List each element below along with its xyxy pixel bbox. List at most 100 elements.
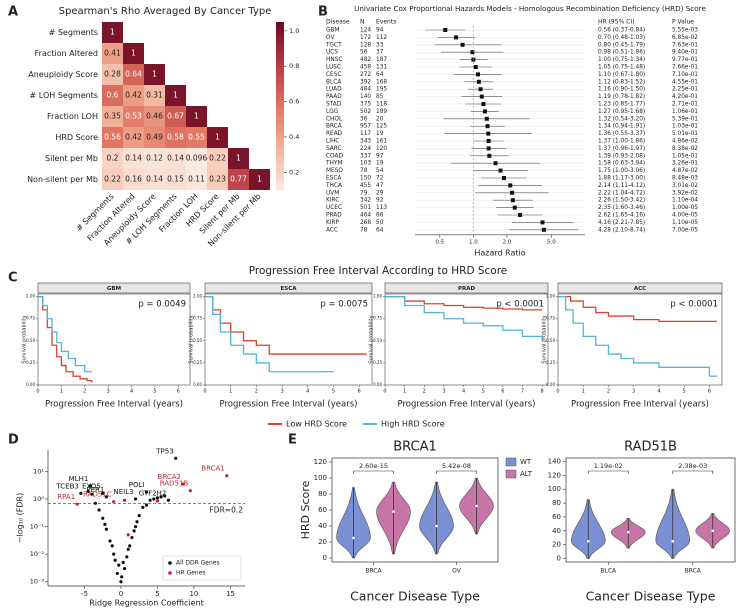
hazard-ratio [473,65,478,69]
cell-label: 0.35 [104,112,121,121]
x-tick-label: 4 [657,389,660,395]
strip [37,282,191,294]
y-tick-label: 0.75 [546,316,555,321]
n: 455 [360,183,371,189]
y-tick-label: 40 [318,522,327,530]
events: 113 [376,205,387,211]
disease: BRCA [326,124,342,130]
heat-cell [165,148,186,169]
title: Progression Free Interval According to H… [249,265,508,277]
hr-label: 0.56 (0.37-0.84) [598,28,645,34]
panel-title: BRCA1 [393,440,437,455]
heat-cell [165,106,186,127]
y-tick-label: 100 [314,474,327,482]
hr-label: 4.16 (2.21-7.85) [598,220,645,226]
y-tick-label: 100 [548,485,561,493]
strip-label: GBM [107,286,121,292]
disease: UVM [326,190,339,196]
n: 36 [360,116,368,122]
heat-cell [102,85,123,106]
disease: STAD [326,102,342,108]
p-bracket [587,470,629,474]
hr-label: 4.28 (2.10-8.74) [598,227,645,233]
x-tick-label: -5 [81,590,88,598]
p-annotation: p < 0.0001 [670,300,718,310]
p-bracket [672,470,714,474]
heat-cell [186,106,207,127]
plot-frame [204,293,373,386]
p-value: 3.26e-01 [672,161,698,167]
x-axis-label: Cancer Disease Type [350,589,480,604]
x-tick-label: 6 [177,389,180,395]
x-tick-label: 2 [423,389,426,395]
n: 224 [360,146,371,152]
x-axis-label: Progression Free Interval (years) [220,400,358,410]
survival-curve [385,296,543,341]
y-tick-label: 80 [318,490,327,498]
cell-label: 0.2 [107,154,119,163]
survival-curve [38,296,92,373]
y-tick-label: 1.00 [193,294,202,299]
hr-label: 1.37 (0.96-1.97) [598,146,645,152]
disease: COAD [326,153,343,159]
y-axis-label: Survival probability [22,315,28,363]
disease: GBM [326,28,339,34]
y-tick-label: 0.00 [26,382,35,387]
y-axis-label: HRD Score [299,480,312,539]
hr-label: 1.37 (1.00-1.86) [598,139,645,145]
x-tick-label: 1 [229,389,232,395]
disease: HNSC [326,57,342,63]
x-tick-label: 0 [556,389,559,395]
x-tick-label: 1.0 [469,239,478,245]
x-tick-label: BRCA [365,568,382,575]
heat-cell [144,169,165,190]
p-value: 4.87e-02 [672,168,698,174]
events: 19 [376,131,384,137]
heat-cell [165,127,186,148]
hazard-ratio [476,79,481,84]
gene-point [86,489,90,493]
legend-label: ALT [520,470,533,478]
x-tick-label: 5 [153,389,156,395]
events: 19 [376,161,384,167]
cell-label: 0.42 [125,133,142,142]
x-tick-label: 3 [107,389,110,395]
row-label: HRD Score [55,133,98,142]
legend-box [162,555,242,581]
events: 54 [376,168,384,174]
disease: KIRP [326,220,340,226]
gene-label: NEIL3 [113,488,133,496]
p-value: 1.03e-01 [672,124,698,130]
legend-swatch [505,457,517,467]
hr-label: 1.12 (0.83-1.52) [598,79,645,85]
row-label: # LOH Segments [30,91,98,100]
y-tick-label: 120 [314,458,327,466]
legend-label: High HRD Score [381,420,445,429]
heat-cell [165,169,186,190]
panel-letter: D [8,433,19,448]
survival-curve [38,296,93,383]
disease: KIRC [326,198,339,204]
column-header: P Value [672,19,694,26]
plot-frame [37,293,191,386]
cell-label: 0.53 [125,112,142,121]
cell-label: 0.12 [146,154,163,163]
title: Univariate Cox Proportional Hazards Mode… [354,4,706,13]
plot-frame [565,457,736,563]
gene-point [123,498,127,502]
events: 112 [376,35,387,41]
cell-label: 1 [215,133,220,142]
cell-label: 1 [194,112,199,121]
gene-point [159,495,163,499]
y-axis-label: Survival probability [369,315,375,363]
row-label: Fraction LOH [47,112,98,121]
p-value: 4.86e-02 [672,139,698,145]
n: 464 [360,213,371,219]
x-axis-label: Ridge Regression Coefficient [89,599,204,608]
y-tick-label: 60 [318,506,327,514]
events: 72 [376,176,384,182]
x-tick-label: 0.5 [435,239,444,245]
gene-point [104,495,108,499]
events: 29 [376,190,384,196]
y-tick-label: 1.00 [26,294,35,299]
